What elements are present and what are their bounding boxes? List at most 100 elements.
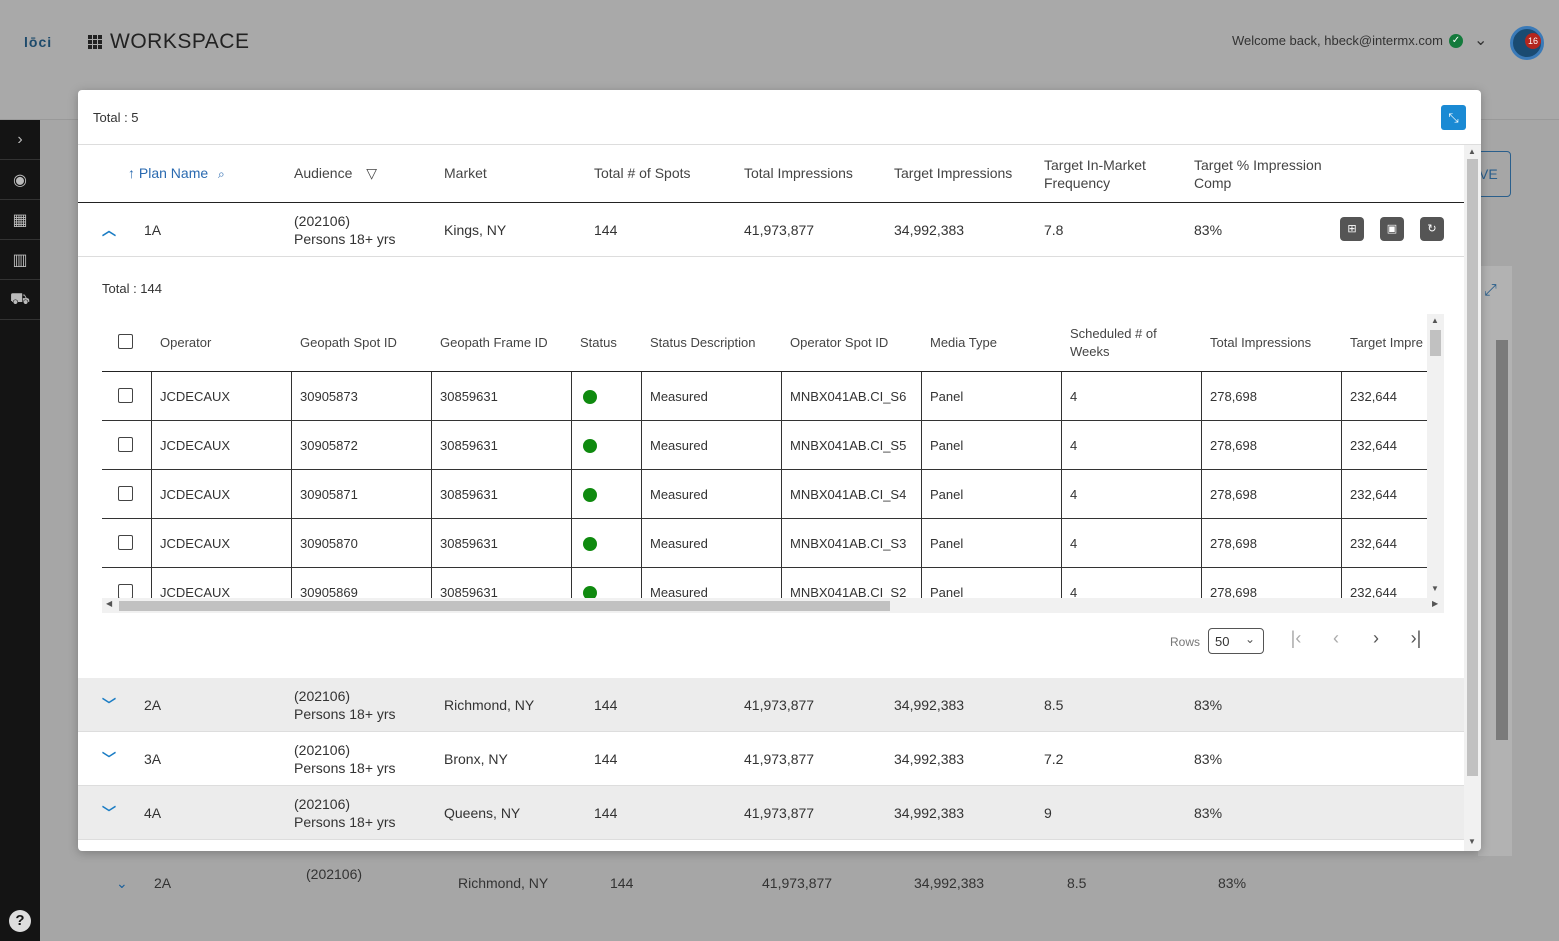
plan-row-4A[interactable]: ﹀ 4A (202106) Persons 18+ yrs Queens, NY… bbox=[78, 786, 1464, 840]
table-row[interactable]: JCDECAUX 30905871 30859631 Measured MNBX… bbox=[102, 470, 1427, 519]
header-spot-total-impressions[interactable]: Total Impressions bbox=[1210, 335, 1312, 350]
explore-compass-icon[interactable]: ◉ bbox=[0, 160, 40, 200]
scroll-up-arrow-icon[interactable]: ▲ bbox=[1468, 147, 1476, 156]
header-frame-id[interactable]: Geopath Frame ID bbox=[440, 335, 548, 350]
rows-label: Rows bbox=[1170, 635, 1201, 649]
cell-spot-id: 30905870 bbox=[300, 536, 358, 551]
plan-comp: 83% bbox=[1194, 222, 1223, 238]
plans-modal: Total : 5 ⤡ ↑ Plan Name ⌕ Audience ▽ Mar… bbox=[78, 90, 1481, 851]
plan-market: Richmond, NY bbox=[444, 697, 535, 713]
cell-spot-id: 30905871 bbox=[300, 487, 358, 502]
table-row[interactable]: JCDECAUX 30905872 30859631 Measured MNBX… bbox=[102, 421, 1427, 470]
header-frequency[interactable]: Target In-Market Frequency bbox=[1044, 156, 1146, 192]
background-scrollbar[interactable] bbox=[1496, 340, 1508, 740]
header-status[interactable]: Status bbox=[580, 335, 617, 350]
chevron-down-icon[interactable]: ﹀ bbox=[102, 697, 116, 713]
search-icon[interactable]: ⌕ bbox=[218, 167, 225, 181]
plan-spots: 144 bbox=[594, 697, 618, 713]
scroll-right-arrow-icon[interactable]: ▶ bbox=[1432, 599, 1439, 608]
reports-chart-icon[interactable]: ▥ bbox=[0, 240, 40, 280]
cell-weeks: 4 bbox=[1070, 438, 1078, 453]
add-to-inventory-icon[interactable]: ⊞ bbox=[1340, 217, 1364, 241]
scroll-left-arrow-icon[interactable]: ◀ bbox=[106, 599, 113, 608]
table-row[interactable]: JCDECAUX 30905870 30859631 Measured MNBX… bbox=[102, 519, 1427, 568]
row-checkbox[interactable] bbox=[118, 388, 133, 403]
chevron-down-icon[interactable]: ﹀ bbox=[102, 751, 116, 767]
refresh-icon[interactable]: ↻ bbox=[1420, 217, 1444, 241]
rows-per-page-select[interactable]: 50 ⌄ bbox=[1208, 628, 1264, 654]
chevron-up-icon[interactable]: ︿ bbox=[102, 222, 116, 238]
cell-total-impressions: 278,698 bbox=[1210, 585, 1257, 598]
plans-total: Total : 5 bbox=[93, 110, 139, 125]
collapse-fullscreen-button[interactable]: ⤡ bbox=[1441, 105, 1466, 130]
plan-row-1A[interactable]: ︿ 1A (202106) Persons 18+ yrs Kings, NY … bbox=[78, 203, 1464, 257]
export-excel-icon[interactable]: ▣ bbox=[1380, 217, 1404, 241]
header-target-impressions[interactable]: Target Impressions bbox=[894, 165, 1013, 181]
table-row[interactable]: JCDECAUX 30905869 30859631 Measured MNBX… bbox=[102, 568, 1427, 598]
header-spot-id[interactable]: Geopath Spot ID bbox=[300, 335, 397, 350]
plan-market: Bronx, NY bbox=[444, 751, 508, 767]
scroll-thumb[interactable] bbox=[119, 601, 890, 611]
header-status-description[interactable]: Status Description bbox=[650, 335, 756, 350]
app-logo[interactable]: lōci bbox=[24, 34, 53, 50]
header-weeks[interactable]: Scheduled # of Weeks bbox=[1070, 325, 1157, 361]
cell-operator-spot-id: MNBX041AB.CI_S5 bbox=[790, 438, 907, 453]
audience-label: Persons 18+ yrs bbox=[294, 814, 396, 830]
plan-frequency: 9 bbox=[1044, 805, 1052, 821]
expand-icon[interactable]: ⤢ bbox=[1484, 282, 1497, 299]
scroll-up-arrow-icon[interactable]: ▲ bbox=[1431, 316, 1439, 325]
spots-horizontal-scrollbar[interactable]: ◀ ▶ bbox=[102, 598, 1444, 613]
table-row[interactable]: JCDECAUX 30905873 30859631 Measured MNBX… bbox=[102, 372, 1427, 421]
side-navigation: › ◉ ▦ ▥ ⛟ bbox=[0, 120, 40, 941]
scroll-thumb[interactable] bbox=[1467, 159, 1478, 776]
welcome-text: Welcome back, hbeck@intermx.com bbox=[1232, 33, 1443, 48]
header-media-type[interactable]: Media Type bbox=[930, 335, 997, 350]
user-menu-chevron-icon[interactable]: ⌄ bbox=[1474, 32, 1488, 49]
chevron-down-icon[interactable]: ﹀ bbox=[102, 805, 116, 821]
header-operator[interactable]: Operator bbox=[160, 335, 212, 350]
bg-plan-name: 2A bbox=[154, 875, 172, 891]
select-all-checkbox[interactable] bbox=[118, 334, 133, 349]
plan-total-impressions: 41,973,877 bbox=[744, 697, 815, 713]
scroll-down-arrow-icon[interactable]: ▼ bbox=[1468, 837, 1476, 846]
audience-code: (202106) bbox=[294, 688, 351, 704]
header-spots[interactable]: Total # of Spots bbox=[594, 165, 691, 181]
bg-market: Richmond, NY bbox=[458, 875, 549, 891]
first-page-icon[interactable]: |‹ bbox=[1290, 628, 1302, 648]
help-icon[interactable]: ? bbox=[9, 910, 31, 932]
cell-spot-id: 30905872 bbox=[300, 438, 358, 453]
cell-target-impressions: 232,644 bbox=[1350, 536, 1397, 551]
chevron-down-icon[interactable]: ⌄ bbox=[116, 875, 128, 891]
cell-weeks: 4 bbox=[1070, 487, 1078, 502]
row-checkbox[interactable] bbox=[118, 486, 133, 501]
last-page-icon[interactable]: ›| bbox=[1410, 628, 1422, 648]
header-total-impressions[interactable]: Total Impressions bbox=[744, 165, 853, 181]
workspace-menu[interactable]: WORKSPACE bbox=[88, 30, 249, 54]
workspace-grid-icon[interactable]: ▦ bbox=[0, 200, 40, 240]
row-checkbox[interactable] bbox=[118, 535, 133, 550]
vehicles-icon[interactable]: ⛟ bbox=[0, 280, 40, 320]
modal-vertical-scrollbar[interactable]: ▲ ▼ bbox=[1464, 145, 1481, 851]
header-comp[interactable]: Target % Impression Comp bbox=[1194, 156, 1322, 192]
plan-row-2A[interactable]: ﹀ 2A (202106) Persons 18+ yrs Richmond, … bbox=[78, 678, 1464, 732]
audience-code: (202106) bbox=[294, 796, 351, 812]
header-market[interactable]: Market bbox=[444, 165, 487, 181]
scroll-down-arrow-icon[interactable]: ▼ bbox=[1431, 584, 1439, 593]
header-operator-spot-id[interactable]: Operator Spot ID bbox=[790, 335, 889, 350]
header-spot-target-impressions[interactable]: Target Impre bbox=[1350, 335, 1423, 350]
scroll-thumb[interactable] bbox=[1430, 330, 1441, 356]
filter-icon[interactable]: ▽ bbox=[366, 165, 378, 181]
grid-icon bbox=[88, 35, 102, 49]
expand-sidebar-icon[interactable]: › bbox=[0, 120, 40, 160]
row-checkbox[interactable] bbox=[118, 584, 133, 598]
cell-media-type: Panel bbox=[930, 389, 964, 404]
spots-vertical-scrollbar[interactable]: ▲ ▼ bbox=[1427, 314, 1444, 598]
next-page-icon[interactable]: › bbox=[1373, 628, 1379, 648]
plan-row-3A[interactable]: ﹀ 3A (202106) Persons 18+ yrs Bronx, NY … bbox=[78, 732, 1464, 786]
plan-total-impressions: 41,973,877 bbox=[744, 805, 815, 821]
header-audience-cell[interactable]: Audience ▽ bbox=[294, 165, 377, 182]
row-checkbox[interactable] bbox=[118, 437, 133, 452]
previous-page-icon[interactable]: ‹ bbox=[1333, 628, 1339, 648]
sort-plan-name[interactable]: ↑ Plan Name ⌕ bbox=[128, 165, 225, 182]
audience-code: (202106) bbox=[294, 742, 351, 758]
